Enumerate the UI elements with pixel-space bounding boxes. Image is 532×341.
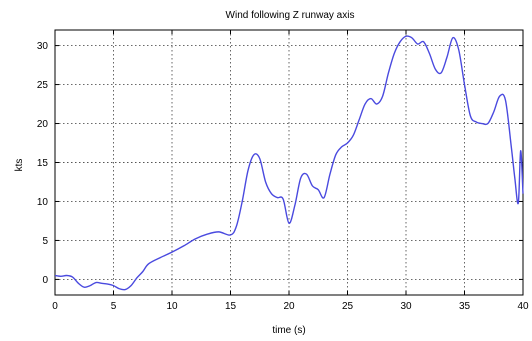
x-axis-label: time (s) xyxy=(272,325,305,336)
y-tick-label: 0 xyxy=(42,275,48,286)
series-line-0 xyxy=(54,35,524,291)
y-tick-labels: 0 5 10 15 20 25 30 xyxy=(37,41,49,286)
series-layer xyxy=(54,35,524,291)
y-tick-label: 25 xyxy=(37,80,49,91)
chart-title: Wind following Z runway axis xyxy=(226,10,355,21)
x-tick-label: 20 xyxy=(283,301,295,312)
y-tick-label: 20 xyxy=(37,119,49,130)
gridlines xyxy=(55,30,523,295)
y-axis-label: kts xyxy=(14,159,25,172)
x-tick-label: 30 xyxy=(400,301,412,312)
y-tick-label: 15 xyxy=(37,158,49,169)
x-tick-label: 25 xyxy=(342,301,354,312)
axis-ticks xyxy=(54,30,524,295)
y-tick-label: 5 xyxy=(42,236,48,247)
y-tick-label: 30 xyxy=(37,41,49,52)
x-tick-label: 0 xyxy=(52,301,58,312)
x-tick-label: 10 xyxy=(166,301,178,312)
x-tick-label: 35 xyxy=(459,301,471,312)
x-tick-label: 15 xyxy=(225,301,237,312)
x-tick-label: 40 xyxy=(517,301,529,312)
x-tick-labels: 0 5 10 15 20 25 30 35 40 xyxy=(52,301,529,312)
x-tick-label: 5 xyxy=(111,301,117,312)
y-tick-label: 10 xyxy=(37,197,49,208)
